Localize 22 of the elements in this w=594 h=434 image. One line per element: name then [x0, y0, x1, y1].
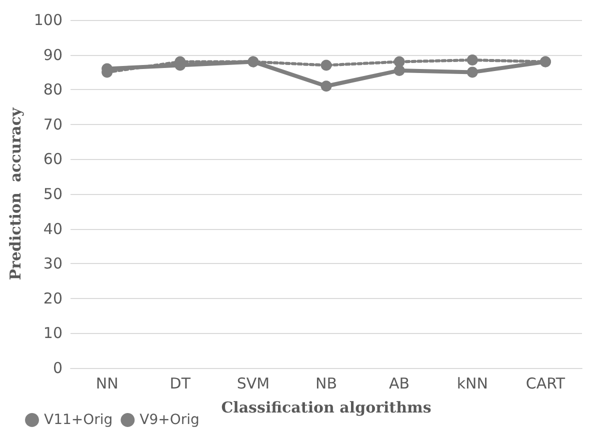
- x-axis-title: Classification algorithms: [221, 398, 432, 416]
- y-axis-title: Prediction accuracy: [6, 106, 24, 280]
- x-tick-label: NN: [96, 374, 118, 392]
- y-tick-label: 0: [52, 359, 63, 377]
- y-tick-label: 50: [43, 185, 63, 203]
- y-tick-label: 30: [43, 254, 63, 273]
- x-tick-label: DT: [170, 374, 192, 392]
- x-tick-label: SVM: [236, 374, 270, 392]
- x-tick-label: CART: [526, 374, 566, 392]
- y-tick-label: 70: [43, 115, 63, 134]
- y-tick-label: 90: [43, 46, 63, 64]
- y-tick-label: 10: [43, 324, 63, 342]
- x-tick-label: kNN: [456, 374, 488, 392]
- legend-label: V9+Orig: [140, 412, 200, 428]
- y-tick-label: 20: [43, 289, 63, 308]
- y-tick-label: 100: [34, 11, 63, 29]
- x-tick-label: AB: [389, 374, 410, 392]
- y-tick-label: 60: [43, 150, 63, 168]
- x-tick-label: NB: [316, 374, 338, 392]
- legend-label: V11+Orig: [44, 412, 113, 428]
- y-tick-label: 40: [43, 220, 63, 238]
- y-tick-label: 80: [43, 80, 63, 99]
